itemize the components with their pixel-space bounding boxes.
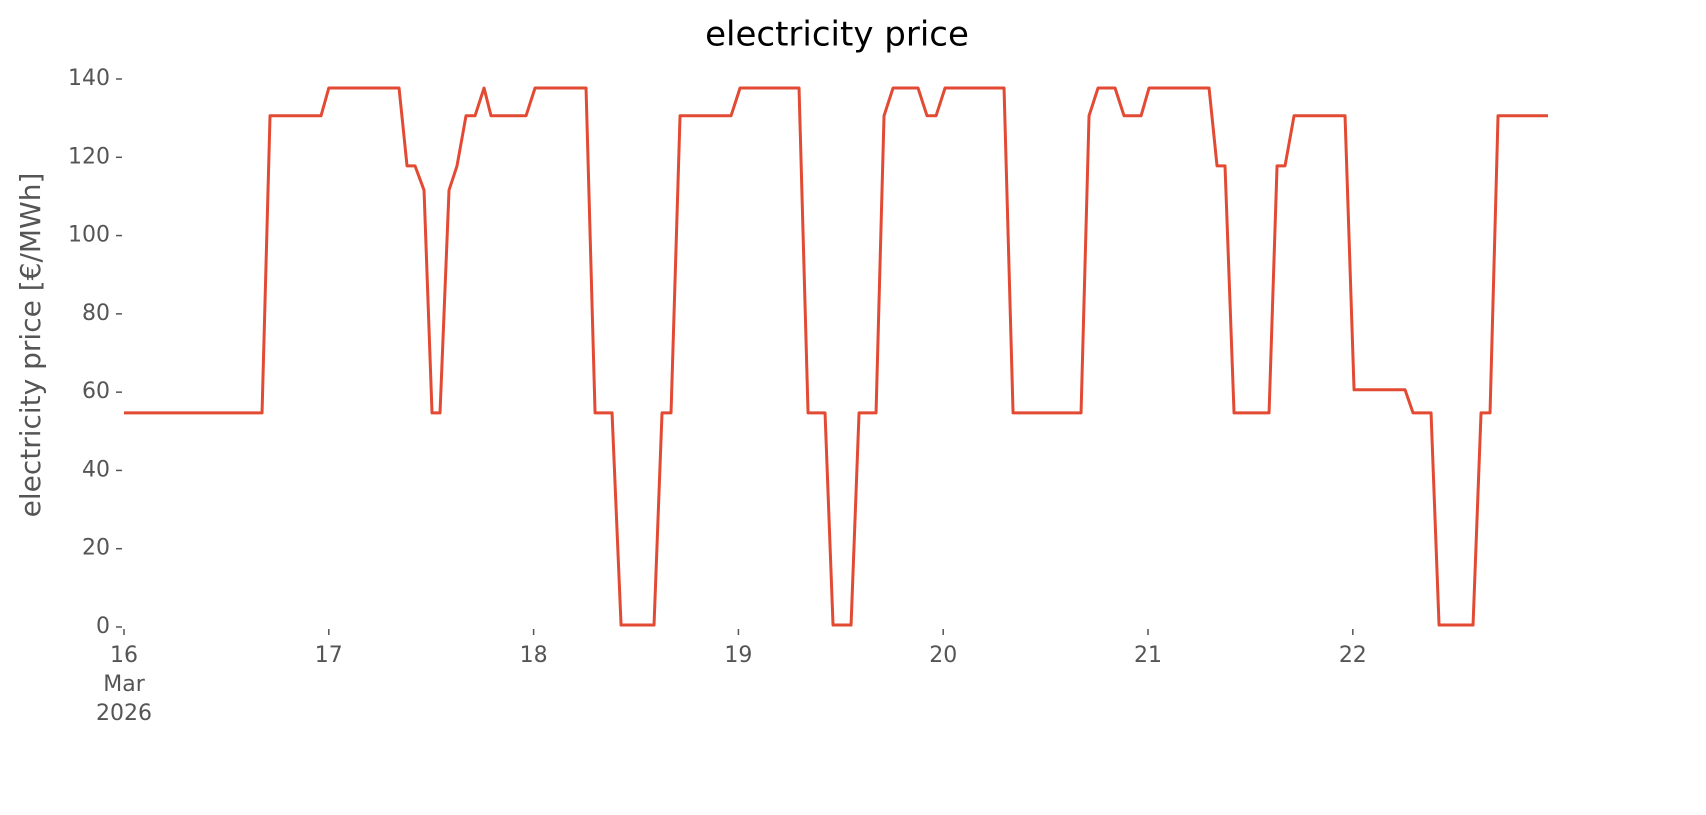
y-axis-label: electricity price [€/MWh] [14, 173, 47, 518]
x-tick-label: 17 [314, 643, 343, 668]
y-tick-label: 20 [82, 536, 110, 561]
x-tick-label: 21 [1134, 643, 1163, 668]
x-tick-label: 19 [724, 643, 753, 668]
x-tick-label: 22 [1338, 643, 1367, 668]
chart-title: electricity price [705, 15, 969, 55]
y-tick-label: 60 [82, 379, 110, 404]
y-tick-label: 40 [82, 457, 110, 482]
y-tick-label: 120 [68, 144, 110, 169]
x-tick-label: 16 Mar 2026 [96, 643, 152, 726]
y-tick-label: 80 [82, 301, 110, 326]
y-tick-label: 100 [68, 223, 110, 248]
price-line [124, 86, 1548, 627]
y-tick-label: 140 [68, 66, 110, 91]
x-tick-label: 18 [519, 643, 548, 668]
y-tick-label: 0 [96, 614, 110, 639]
x-tick-label: 20 [929, 643, 958, 668]
